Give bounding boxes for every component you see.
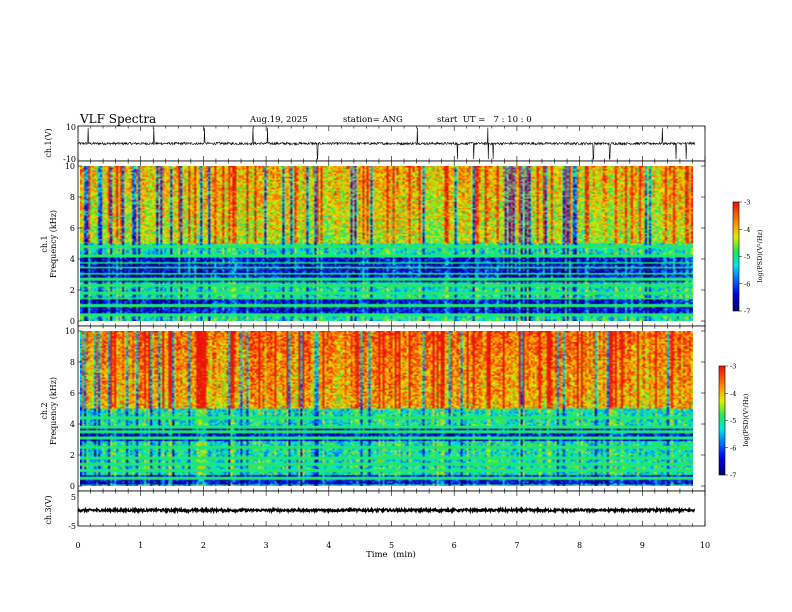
spec1-ytick-label: 8: [70, 193, 75, 202]
spec1-ytick-label: 6: [70, 224, 75, 233]
ch2-colorbar-tick-label: -7: [730, 472, 736, 480]
ch1-colorbar-ticks: -3 -4 -5 -6 -7: [739, 199, 750, 316]
ch1-waveform-trace: [77, 127, 696, 160]
ch2-spectrogram-ylabel: Frequency (kHz): [49, 377, 58, 445]
station-label: station= ANG: [343, 115, 403, 125]
ch2-colorbar-gradient: [719, 366, 725, 475]
ch1-ytick-bottom: -10: [63, 155, 76, 164]
ch2-colorbar-label: log(PSD)(V²/Hz): [742, 393, 750, 446]
ch1-waveform-ylabel: ch.1(V): [44, 128, 53, 157]
time-tick-label: 0: [75, 541, 80, 550]
ch2-colorbar-tick-label: -3: [730, 363, 736, 371]
ch1-colorbar-tick-label: -7: [744, 308, 750, 316]
time-tick-label: 3: [264, 541, 269, 550]
ch2-spectrogram-x-ticks: [77, 326, 706, 491]
spec1-ytick-label: 0: [70, 317, 75, 326]
spec1-ytick-label: 4: [70, 255, 75, 264]
ch3-waveform-panel: 5 -5 ch.3(V): [44, 490, 706, 531]
time-tick-label: 4: [326, 541, 331, 550]
time-tick-label: 6: [452, 541, 457, 550]
ch1-spectrogram-title: ch.1: [40, 235, 49, 252]
ch1-spectrogram-image: [80, 166, 693, 321]
time-tick-label: 8: [577, 541, 582, 550]
date-label: Aug.19, 2025: [249, 115, 308, 125]
spec2-ytick-label: 0: [70, 482, 75, 491]
spec2-ytick-label: 4: [70, 420, 75, 429]
ch1-colorbar-tick-label: -3: [744, 199, 750, 207]
ch2-spectrogram-title: ch.2: [40, 402, 49, 419]
ch1-colorbar-gradient: [733, 202, 739, 311]
ch3-ytick-bottom: -5: [68, 522, 76, 531]
time-axis-tick-labels: 0 1 2 3 4 5 6 7 8 9 10: [75, 541, 710, 550]
spec1-ytick-label: 2: [70, 286, 75, 295]
ch1-colorbar-tick-label: -5: [744, 253, 750, 261]
time-tick-label: 5: [389, 541, 394, 550]
figure-title: VLF Spectra: [79, 112, 156, 126]
ch1-waveform-x-ticks: [77, 126, 706, 161]
ch2-colorbar-tick-label: -4: [730, 390, 736, 398]
spec2-ytick-label: 2: [70, 451, 75, 460]
time-tick-label: 9: [640, 541, 645, 550]
ch3-waveform-x-ticks: [77, 491, 706, 526]
time-tick-label: 2: [201, 541, 206, 550]
spec2-ytick-label: 8: [70, 358, 75, 367]
ch3-waveform-ylabel: ch.3(V): [44, 495, 53, 524]
ch2-spectrogram-y-ticks: 0 2 4 6 8 10: [65, 327, 705, 491]
ch1-colorbar-tick-label: -6: [744, 280, 750, 288]
ch1-colorbar-label: log(PSD)(V²/Hz): [756, 229, 764, 282]
ch2-colorbar-tick-label: -5: [730, 417, 736, 425]
ch1-colorbar-tick-label: -4: [744, 226, 750, 234]
ch1-spectrogram-y-ticks: 0 2 4 6 8 10: [65, 162, 705, 326]
spec2-ytick-label: 10: [65, 327, 75, 336]
ch3-waveform-trace: [77, 505, 696, 515]
start-time-label: start UT = 7 : 10 : 0: [437, 115, 532, 125]
ch2-colorbar-ticks: -3 -4 -5 -6 -7: [725, 363, 736, 480]
spec1-ytick-label: 10: [65, 162, 75, 171]
ch2-colorbar-tick-label: -6: [730, 444, 736, 452]
time-tick-label: 7: [514, 541, 519, 550]
ch2-spectrogram-image: [80, 331, 693, 486]
ch1-waveform-panel: 10 -10 ch.1(V): [44, 123, 706, 164]
time-tick-label: 1: [138, 541, 143, 550]
ch1-spectrogram-ylabel: Frequency (kHz): [49, 210, 58, 278]
ch1-ytick-top: 10: [66, 123, 76, 132]
time-axis-label: Time (min): [366, 549, 416, 560]
ch3-ytick-top: 5: [71, 493, 76, 502]
time-tick-label: 10: [700, 541, 710, 550]
spec2-ytick-label: 6: [70, 389, 75, 398]
ch1-spectrogram-x-ticks: [77, 161, 706, 326]
